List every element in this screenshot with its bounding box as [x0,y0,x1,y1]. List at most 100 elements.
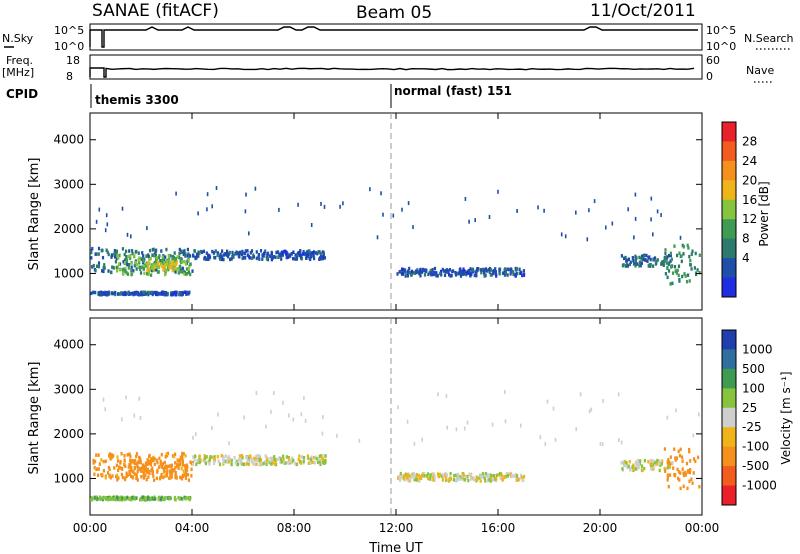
scatter-cell-3 [322,254,325,259]
scatter-cell-0 [90,256,93,260]
scatter-cell-0 [102,269,105,274]
scatter-cell-4 [499,472,502,476]
scatter-cell-2 [193,458,196,462]
scatter-cell-0 [91,265,94,269]
scatter-cell-4 [399,471,402,476]
scatter-cell-5 [506,273,509,277]
scatter-cell-4 [98,293,102,297]
scatter-cell-3 [195,255,198,260]
power-colorbar-swatch [722,238,736,259]
scatter-cell-7 [680,259,683,264]
scatter-cell-5 [639,459,642,463]
scatter-cell-2 [169,265,172,270]
scatter-cell-3 [188,496,191,501]
scatter-cell-1 [134,458,137,463]
scatter-cell-2 [205,455,208,459]
scatter-cell-2 [238,454,241,458]
scatter-cell-0 [147,254,150,259]
scatter-cell-1 [189,272,192,277]
scatter-cell-4 [421,473,424,478]
scatter-cell-4 [404,472,407,477]
velocity-marks [90,390,701,502]
scatter-cell-4 [448,476,452,480]
scatter-cell-3 [128,496,131,501]
scatter-cell-6 [677,476,680,481]
scatter-cell-4 [121,292,124,296]
scatter-cell-6 [688,447,691,452]
scatter-cell-1 [175,474,178,479]
scatter-cell-0 [190,474,193,478]
scatter-cell-0 [169,254,172,258]
scatter-cell-3 [317,250,320,254]
scatter-cell-1 [149,256,152,261]
scatter-cell-0 [180,250,183,254]
scatter-cell-6 [620,254,623,258]
scatter-cell-0 [174,452,177,456]
scatter-cell-4 [138,292,142,297]
scatter-cell-0 [174,470,177,475]
scatter-cell-5 [520,271,523,275]
scatter-cell-1 [116,254,119,258]
scatter-cell-0 [115,256,118,261]
scatter-cell-0 [109,453,113,457]
scatter-cell-6 [679,486,682,491]
scatter-cell-3 [90,497,93,502]
scatter-cell-5 [483,274,486,278]
scatter-cell-2 [282,457,285,462]
station-title: SANAE (fitACF) [92,1,219,21]
sparse-cell [618,438,620,442]
scatter-cell-2 [246,459,249,464]
sparse-cell [254,186,257,191]
scatter-cell-3 [211,249,214,254]
scatter-cell-3 [221,257,224,262]
scatter-cell-5 [522,269,525,273]
sparse-cell [206,192,209,197]
time-axis: 00:00 04:00 08:00 12:00 16:00 20:00 00:00 [73,113,719,535]
scatter-cell-2 [227,455,230,459]
scatter-cell-2 [320,454,323,458]
scatter-cell-1 [144,461,148,465]
scatter-cell-0 [114,260,117,264]
sparse-cell [245,192,247,197]
scatter-cell-0 [97,264,100,269]
scatter-cell-4 [466,474,469,479]
scatter-cell-1 [155,476,158,481]
scatter-cell-1 [174,257,177,261]
scatter-cell-3 [164,496,167,500]
scatter-cell-5 [632,463,635,467]
scatter-cell-2 [269,460,272,464]
scatter-cell-4 [110,291,114,295]
scatter-cell-5 [439,271,442,276]
scatter-cell-2 [264,454,267,458]
scatter-cell-3 [119,497,122,502]
scatter-cell-3 [106,495,109,500]
scatter-cell-0 [123,252,126,257]
scatter-cell-1 [159,261,163,266]
scatter-cell-0 [128,249,131,253]
scatter-cell-6 [666,461,669,465]
sparse-cell [320,201,322,206]
scatter-cell-3 [228,250,231,255]
scatter-cell-3 [141,497,144,502]
scatter-cell-2 [258,454,261,458]
scatter-cell-3 [135,496,138,500]
sparse-cell [125,395,127,400]
scatter-cell-4 [108,292,111,296]
scatter-cell-6 [692,457,696,461]
sparse-cell [412,225,414,230]
scatter-cell-4 [452,478,455,482]
scatter-cell-2 [286,460,289,465]
sparse-cell [605,225,607,230]
scatter-cell-5 [509,272,512,276]
nsky-trace [89,26,698,48]
sparse-cell [192,435,194,440]
scatter-cell-5 [501,271,505,275]
scatter-cell-5 [494,270,497,274]
scatter-cell-0 [143,257,146,261]
scatter-cell-4 [418,479,421,483]
scatter-cell-4 [129,292,132,296]
scatter-cell-3 [121,496,124,501]
scatter-cell-1 [136,478,139,482]
scatter-cell-0 [94,268,97,273]
scatter-cell-1 [133,254,136,258]
